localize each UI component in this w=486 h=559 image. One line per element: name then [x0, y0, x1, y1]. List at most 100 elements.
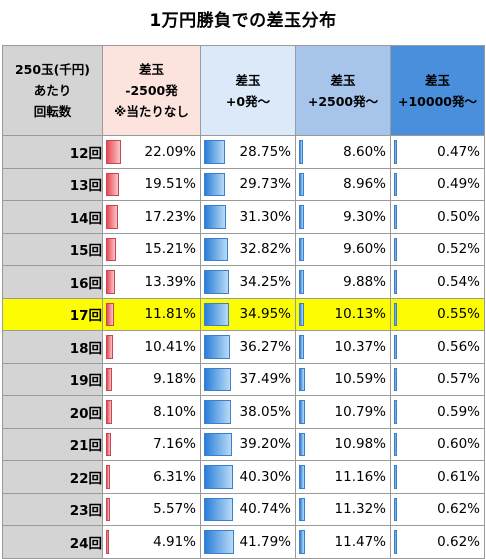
data-bar [204, 270, 229, 294]
data-bar [394, 172, 397, 196]
value-cell: 9.18% [102, 362, 201, 396]
value-label: 8.60% [343, 143, 386, 160]
value-cell: 0.56% [390, 330, 485, 364]
value-label: 9.88% [343, 273, 386, 290]
value-label: 9.30% [343, 208, 386, 225]
value-cell: 0.47% [390, 135, 485, 169]
header-spins-line2: あたり [33, 83, 72, 98]
value-cell: 10.59% [295, 362, 391, 396]
data-bar [394, 237, 397, 261]
data-bar [299, 400, 305, 424]
table-row: 20回 8.10% 38.05% 10.79% 0.59% [2, 395, 485, 429]
value-label: 40.74% [239, 501, 291, 518]
data-bar [204, 465, 233, 489]
data-bar [299, 237, 304, 261]
value-label: 10.13% [334, 306, 386, 323]
value-cell: 0.54% [390, 265, 485, 299]
value-label: 11.32% [334, 501, 386, 518]
value-label: 0.50% [437, 208, 480, 225]
table-row: 18回 10.41% 36.27% 10.37% 0.56% [2, 330, 485, 364]
value-cell: 6.31% [102, 460, 201, 494]
value-cell: 22.09% [102, 135, 201, 169]
value-cell: 0.62% [390, 492, 485, 526]
table-row: 14回 17.23% 31.30% 9.30% 0.50% [2, 200, 485, 234]
value-label: 10.79% [334, 403, 386, 420]
value-cell: 11.32% [295, 492, 391, 526]
value-cell: 7.16% [102, 427, 201, 461]
value-label: 11.16% [334, 468, 386, 485]
value-cell: 9.30% [295, 200, 391, 234]
row-label: 18回 [2, 330, 103, 364]
value-label: 0.56% [437, 338, 480, 355]
header-minus2500: 差玉 -2500発 ※当たりなし [102, 45, 201, 136]
data-bar [299, 367, 305, 391]
value-cell: 5.57% [102, 492, 201, 526]
row-label: 15回 [2, 232, 103, 266]
value-cell: 0.49% [390, 167, 485, 201]
value-label: 41.79% [239, 533, 291, 550]
value-cell: 10.98% [295, 427, 391, 461]
data-bar [106, 367, 112, 391]
value-cell: 31.30% [200, 200, 296, 234]
header-minus2500-line2: -2500発 [125, 83, 178, 98]
value-cell: 10.13% [295, 297, 391, 331]
value-label: 0.49% [437, 176, 480, 193]
data-bar [106, 400, 112, 424]
value-cell: 9.88% [295, 265, 391, 299]
data-bar [204, 432, 232, 456]
header-plus0-line2: +0発～ [225, 93, 271, 109]
value-label: 8.96% [343, 176, 386, 193]
data-bar [394, 465, 397, 489]
value-label: 34.95% [239, 306, 291, 323]
value-cell: 8.60% [295, 135, 391, 169]
data-bar [299, 205, 304, 229]
value-cell: 17.23% [102, 200, 201, 234]
row-label: 20回 [2, 395, 103, 429]
data-bar [204, 302, 229, 326]
value-label: 11.47% [334, 533, 386, 550]
row-label: 16回 [2, 265, 103, 299]
data-bar [299, 172, 304, 196]
data-bar [394, 270, 397, 294]
table-row: 13回 19.51% 29.73% 8.96% 0.49% [2, 167, 485, 201]
header-spins-line1: 250玉(千円) [14, 62, 91, 77]
row-label: 24回 [2, 525, 103, 559]
value-label: 29.73% [239, 176, 291, 193]
data-bar [299, 140, 303, 164]
value-label: 0.62% [437, 533, 480, 550]
value-cell: 38.05% [200, 395, 296, 429]
data-bar [204, 497, 233, 521]
value-cell: 11.16% [295, 460, 391, 494]
data-bar [106, 465, 110, 489]
value-label: 38.05% [239, 403, 291, 420]
data-bar [106, 237, 116, 261]
value-label: 36.27% [239, 338, 291, 355]
value-cell: 10.41% [102, 330, 201, 364]
value-label: 0.62% [437, 501, 480, 518]
value-cell: 34.95% [200, 297, 296, 331]
value-cell: 34.25% [200, 265, 296, 299]
table-row: 23回 5.57% 40.74% 11.32% 0.62% [2, 492, 485, 526]
table-row: 22回 6.31% 40.30% 11.16% 0.61% [2, 460, 485, 494]
value-cell: 28.75% [200, 135, 296, 169]
data-bar [299, 270, 304, 294]
data-bar [204, 140, 225, 164]
value-label: 15.21% [144, 241, 196, 258]
data-bar [394, 302, 397, 326]
value-label: 19.51% [144, 176, 196, 193]
header-plus10000-line1: 差玉 [424, 72, 450, 88]
value-label: 0.47% [437, 143, 480, 160]
value-label: 10.59% [334, 371, 386, 388]
data-bar [394, 367, 397, 391]
table-row: 12回 22.09% 28.75% 8.60% 0.47% [2, 135, 485, 169]
value-cell: 0.59% [390, 395, 485, 429]
value-label: 37.49% [239, 371, 291, 388]
value-label: 0.61% [437, 468, 480, 485]
value-cell: 0.61% [390, 460, 485, 494]
value-cell: 0.62% [390, 525, 485, 559]
value-label: 0.60% [437, 436, 480, 453]
value-label: 8.10% [153, 403, 196, 420]
header-plus0: 差玉 +0発～ [200, 45, 296, 136]
value-label: 13.39% [144, 273, 196, 290]
distribution-table: 250玉(千円) あたり 回転数 差玉 -2500発 ※当たりなし 差玉 +0発… [2, 45, 485, 559]
